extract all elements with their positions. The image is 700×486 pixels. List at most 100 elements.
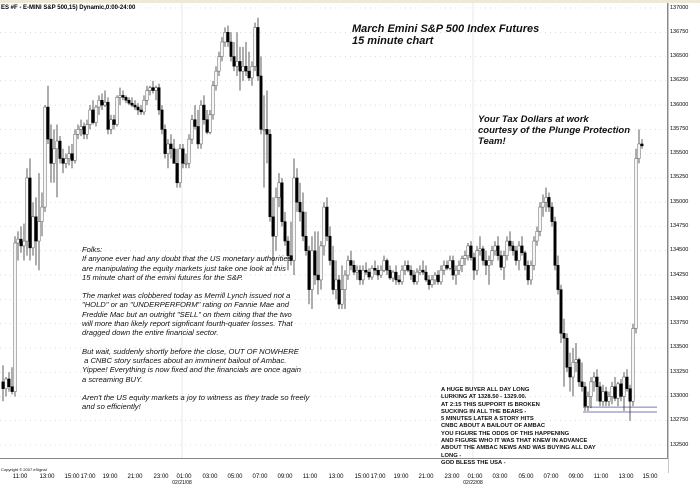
candle bbox=[136, 103, 140, 115]
candle bbox=[343, 270, 347, 310]
candle bbox=[346, 255, 350, 280]
x-tick-label: 13:00 bbox=[328, 474, 344, 480]
y-tick-label: 134750 bbox=[670, 223, 689, 229]
candle bbox=[595, 369, 599, 402]
candle bbox=[610, 381, 614, 405]
candlestick-chart bbox=[0, 3, 667, 458]
candle bbox=[97, 95, 101, 115]
y-tick-label: 134000 bbox=[670, 295, 689, 302]
candle bbox=[415, 268, 419, 285]
x-tick-label: 17:00 bbox=[80, 474, 96, 480]
candle bbox=[361, 265, 365, 285]
candle bbox=[118, 87, 122, 106]
candle bbox=[613, 377, 617, 402]
candle bbox=[262, 95, 266, 188]
candle bbox=[109, 114, 113, 135]
candle bbox=[517, 241, 521, 271]
candle bbox=[76, 124, 80, 140]
candle bbox=[412, 270, 416, 285]
candle bbox=[532, 236, 536, 271]
candle bbox=[349, 250, 353, 271]
candle bbox=[493, 241, 497, 256]
candle bbox=[121, 90, 125, 101]
candle bbox=[88, 105, 92, 130]
candle bbox=[85, 119, 89, 140]
tax-note-line2: courtesy of the Plunge Protection bbox=[478, 125, 631, 136]
candle bbox=[427, 275, 431, 290]
candle bbox=[634, 148, 638, 334]
candle bbox=[139, 105, 143, 115]
candle bbox=[13, 236, 17, 397]
candle bbox=[190, 114, 194, 144]
candle bbox=[148, 85, 152, 96]
candle bbox=[358, 265, 362, 285]
x-tick-label: 03:00 bbox=[202, 474, 218, 480]
x-tick-label: 01:00 bbox=[176, 474, 192, 480]
candle bbox=[619, 378, 623, 402]
candle bbox=[628, 384, 632, 421]
candle bbox=[292, 158, 296, 276]
candle bbox=[160, 105, 164, 135]
candle bbox=[538, 202, 542, 237]
candle bbox=[154, 85, 158, 101]
candle bbox=[355, 265, 359, 280]
candle bbox=[196, 109, 200, 149]
x-tick-label: 13:00 bbox=[618, 474, 634, 480]
candle bbox=[238, 46, 242, 91]
candle bbox=[277, 173, 281, 208]
candle bbox=[589, 377, 593, 409]
candle bbox=[466, 243, 470, 261]
caps-line: A HUGE BUYER ALL DAY LONG bbox=[441, 387, 530, 393]
candle bbox=[91, 100, 95, 125]
candle bbox=[172, 139, 176, 164]
y-tick-label: 135500 bbox=[670, 150, 689, 157]
candle bbox=[472, 252, 476, 280]
y-tick-label: 132500 bbox=[670, 441, 689, 448]
candle bbox=[250, 61, 254, 86]
y-tick-label: 133500 bbox=[670, 344, 689, 351]
x-tick-label: 05:00 bbox=[518, 474, 534, 480]
y-tick-label: 135000 bbox=[670, 198, 689, 205]
candle bbox=[502, 250, 506, 280]
candle bbox=[487, 255, 491, 285]
y-tick-label: 133750 bbox=[670, 320, 689, 327]
candle bbox=[259, 56, 263, 135]
candle bbox=[193, 105, 197, 130]
candle bbox=[253, 22, 257, 72]
candle bbox=[406, 260, 410, 273]
candle bbox=[562, 318, 566, 387]
candle bbox=[580, 362, 584, 392]
candle bbox=[247, 51, 251, 81]
candle bbox=[505, 236, 509, 261]
candle bbox=[301, 192, 305, 242]
candle bbox=[442, 260, 446, 276]
tax-dollars-note: Your Tax Dollars at work courtesy of the… bbox=[478, 114, 630, 147]
candle bbox=[112, 114, 116, 130]
candle bbox=[337, 275, 341, 310]
x-tick-label: 11:00 bbox=[12, 474, 28, 480]
caps-line: LONG - bbox=[441, 452, 462, 459]
x-tick-label: 07:00 bbox=[252, 474, 268, 480]
folks-line: Folks: bbox=[82, 245, 103, 254]
candle bbox=[484, 250, 488, 276]
candle bbox=[1, 365, 5, 402]
candle bbox=[571, 347, 575, 397]
folks-line: a CNBC story surfaces about an imminent … bbox=[82, 355, 287, 365]
x-tick-label: 07:00 bbox=[543, 474, 559, 480]
x-tick-label: 17:00 bbox=[370, 474, 386, 480]
candle bbox=[46, 85, 50, 144]
folks-line: are manipulating the equity markets just… bbox=[82, 263, 286, 273]
candle bbox=[37, 173, 41, 271]
candle bbox=[163, 124, 167, 159]
candle bbox=[106, 97, 110, 135]
price-axis bbox=[668, 3, 700, 473]
candle bbox=[625, 369, 629, 392]
x-tick-label: 11:00 bbox=[302, 474, 318, 480]
candle bbox=[187, 134, 191, 169]
candle bbox=[151, 80, 155, 94]
chart-title: March Emini S&P 500 Index Futures 15 min… bbox=[352, 23, 539, 47]
candle bbox=[454, 265, 458, 285]
x-tick-label: 01:00 bbox=[467, 474, 483, 480]
chart-plot-area[interactable] bbox=[0, 3, 668, 459]
candle bbox=[526, 260, 530, 285]
